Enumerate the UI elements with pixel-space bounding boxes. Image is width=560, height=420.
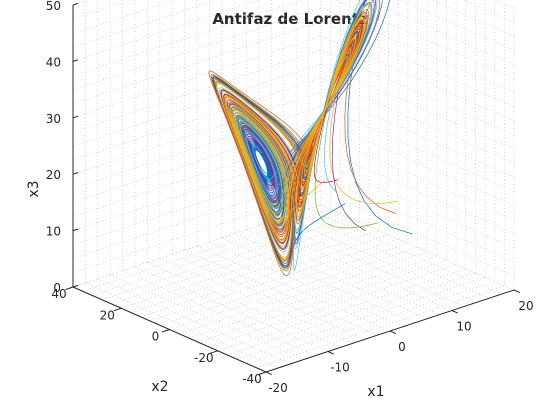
grid-line-floor	[159, 242, 409, 326]
axis-layer	[65, 2, 521, 376]
grid-line-back-wall	[72, 91, 322, 175]
grid-line-floor	[172, 253, 366, 340]
grid-line-side-wall	[462, 0, 515, 23]
grid-line-back-wall	[72, 77, 322, 161]
z-tick-label: 10	[46, 225, 61, 239]
x-tick-label: 10	[456, 320, 471, 334]
grid-line-back-wall	[72, 105, 322, 189]
grid-line-floor	[134, 266, 329, 352]
grid-line-floor	[283, 216, 477, 303]
z-tick-label: 20	[46, 168, 61, 182]
grid-line-floor	[150, 238, 399, 322]
grid-line-floor	[308, 208, 502, 295]
z-tick-mark	[72, 228, 79, 232]
x-tick-mark	[451, 310, 459, 314]
grid-line-back-wall	[72, 21, 322, 105]
x-tick-label: -20	[268, 381, 288, 395]
x-tick-mark	[265, 371, 273, 376]
y-tick-mark	[161, 329, 170, 333]
grid-line-side-wall	[398, 0, 515, 51]
grid-line-floor	[169, 247, 418, 330]
z-tick-mark	[72, 59, 79, 62]
grid-line-back-wall	[72, 63, 322, 147]
grid-line-floor	[122, 270, 316, 356]
chart-title: Antifaz de Lorentz	[212, 10, 368, 28]
y-tick-label: 20	[100, 308, 115, 322]
grid-line-floor	[85, 282, 279, 369]
grid-line-floor	[184, 249, 378, 336]
x-tick-label: 0	[398, 340, 406, 354]
z-tick-label: 30	[46, 112, 61, 126]
grid-line-side-wall	[430, 0, 515, 37]
x-axis-label: x1	[367, 384, 384, 400]
grid-line-back-wall	[72, 35, 322, 119]
x-tick-mark	[389, 330, 397, 335]
x-tick-label: 20	[518, 299, 533, 313]
trajectory-layer	[208, 0, 413, 277]
grid-line-side-wall	[366, 0, 515, 65]
grid-line-floor	[188, 255, 437, 339]
z-tick-label: 0	[53, 281, 61, 295]
grid-line-floor	[178, 251, 428, 335]
z-tick-mark	[72, 2, 79, 6]
grid-line-floor	[221, 237, 415, 324]
y-tick-label: 40	[51, 287, 66, 301]
grid-line-floor	[121, 225, 370, 309]
x-tick-mark	[327, 351, 335, 355]
grid-line-floor	[207, 264, 457, 347]
grid-line-floor	[320, 204, 515, 291]
grid-line-floor	[111, 221, 360, 305]
grid-line-floor	[217, 268, 466, 352]
grid-line-floor	[236, 276, 486, 360]
z-tick-mark	[72, 115, 79, 119]
grid-line-floor	[227, 272, 476, 356]
z-tick-mark	[72, 284, 79, 288]
grid-line-floor	[271, 221, 465, 307]
x-tick-label: -10	[330, 361, 350, 375]
x-tick-mark	[513, 289, 521, 294]
grid-line-back-wall	[72, 7, 322, 90]
y-tick-label: -20	[194, 351, 214, 365]
grid-line-floor	[101, 217, 351, 301]
y-tick-mark	[210, 350, 218, 354]
grid-line-floor	[147, 262, 341, 348]
grid-line-back-wall	[72, 120, 322, 203]
grid-line-floor	[140, 234, 389, 318]
grid-line-floor	[97, 278, 291, 365]
grid-line-floor	[130, 230, 380, 313]
z-tick-mark	[72, 172, 79, 175]
y-tick-mark	[65, 286, 74, 290]
grid-layer	[72, 0, 515, 373]
grid-line-floor	[246, 281, 495, 364]
grid-line-back-wall	[72, 0, 303, 76]
y-tick-label: -40	[242, 372, 262, 386]
z-axis-label: x3	[26, 180, 42, 197]
grid-line-floor	[198, 259, 447, 343]
grid-line-floor	[256, 285, 505, 369]
y-axis-label: x2	[151, 379, 168, 395]
trajectory-line	[215, 3, 372, 261]
y-tick-label: 0	[152, 330, 160, 344]
z-tick-label: 40	[46, 55, 61, 69]
y-tick-mark	[258, 371, 267, 375]
grid-line-side-wall	[334, 0, 515, 79]
z-tick-label: 50	[46, 0, 61, 13]
grid-line-back-wall	[72, 49, 322, 133]
grid-line-floor	[234, 233, 428, 320]
grid-line-floor	[196, 245, 391, 332]
y-tick-mark	[113, 307, 122, 312]
